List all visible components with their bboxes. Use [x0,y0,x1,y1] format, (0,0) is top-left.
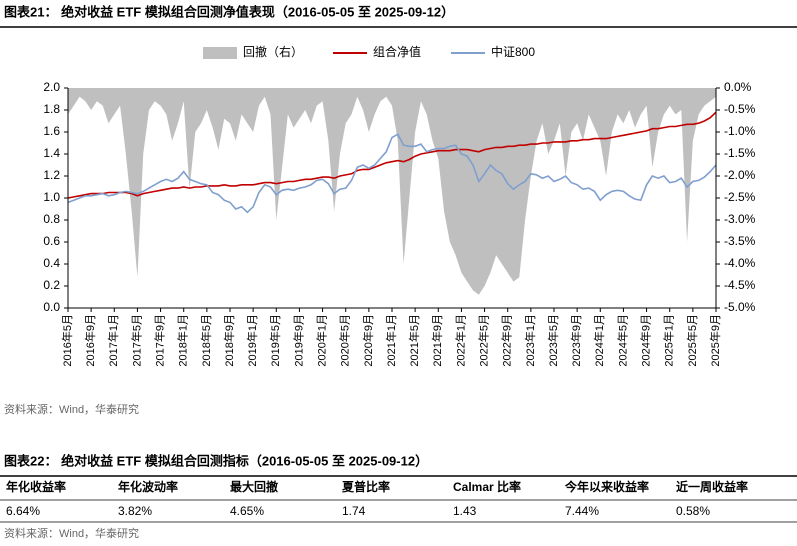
x-tick-label: 2017年5月 [129,314,143,367]
x-tick-label: 2019年9月 [291,314,305,367]
y-tick-label: 1.4 [43,146,60,160]
y-tick-label: 1.6 [43,124,60,138]
y-tick-label: 1.8 [43,102,60,116]
source: 资料来源：Wind，华泰研究 [4,402,139,416]
x-tick-label: 2021年5月 [407,314,421,367]
y2-tick-label: -2.5% [724,190,756,204]
table-cell: 7.44% [565,504,599,518]
legend-swatch [203,47,237,59]
drawdown-area [68,88,716,295]
y2-tick-label: -3.0% [724,212,756,226]
y-tick-label: 0.0 [43,300,60,314]
y-tick-label: 0.2 [43,278,60,292]
legend-label: 中证800 [491,44,535,59]
x-tick-label: 2016年9月 [83,314,97,367]
table-header: 年化收益率 [6,479,66,494]
x-tick-label: 2024年5月 [615,314,629,367]
x-tick-label: 2020年1月 [314,314,328,367]
y2-tick-label: -2.0% [724,168,756,182]
x-tick-label: 2025年5月 [685,314,699,367]
table-title: 图表22： 绝对收益 ETF 模拟组合回测指标（2016-05-05 至 202… [4,453,428,468]
series-line [67,111,717,199]
x-tick-label: 2023年5月 [546,314,560,367]
y-tick-label: 0.6 [43,234,60,248]
x-tick-label: 2017年9月 [152,314,166,367]
y2-tick-label: -4.5% [724,278,756,292]
legend-label: 组合净值 [373,44,421,59]
table-cell: 4.65% [230,504,264,518]
table-cell: 1.43 [453,504,477,518]
x-tick-label: 2018年1月 [176,314,190,367]
y-tick-label: 0.4 [43,256,60,270]
x-tick-label: 2020年5月 [338,314,352,367]
x-tick-label: 2022年1月 [453,314,467,367]
y-tick-label: 2.0 [43,80,60,94]
table-source: 资料来源：Wind，华泰研究 [4,526,139,540]
x-tick-label: 2016年5月 [60,314,74,367]
y2-tick-label: -1.5% [724,146,756,160]
y2-tick-label: -3.5% [724,234,756,248]
x-tick-label: 2019年1月 [245,314,259,367]
y2-tick-label: -5.0% [724,300,756,314]
legend-label: 回撤（右） [243,44,303,59]
table-header: 最大回撤 [230,479,278,494]
y2-tick-label: -4.0% [724,256,756,270]
table-header: 夏普比率 [342,479,390,494]
table-header: 近一周收益率 [676,479,748,494]
series-line [67,133,717,214]
y2-tick-label: -1.0% [724,124,756,138]
figure-title: 图表21： 绝对收益 ETF 模拟组合回测净值表现（2016-05-05 至 2… [4,4,454,19]
table-cell: 3.82% [118,504,152,518]
x-tick-label: 2021年1月 [384,314,398,367]
y-tick-label: 1.2 [43,168,60,182]
table-header: 年化波动率 [118,479,178,494]
x-tick-label: 2019年5月 [268,314,282,367]
table-cell: 0.58% [676,504,710,518]
x-tick-label: 2022年9月 [500,314,514,367]
x-tick-label: 2025年9月 [708,314,722,367]
x-tick-label: 2021年9月 [430,314,444,367]
x-tick-label: 2023年1月 [523,314,537,367]
x-tick-label: 2018年9月 [222,314,236,367]
y-tick-label: 1.0 [43,190,60,204]
x-tick-label: 2024年9月 [638,314,652,367]
x-tick-label: 2025年1月 [662,314,676,367]
y2-tick-label: -0.5% [724,102,756,116]
y-tick-label: 0.8 [43,212,60,226]
x-tick-label: 2023年9月 [569,314,583,367]
table-cell: 6.64% [6,504,40,518]
x-tick-label: 2017年1月 [106,314,120,367]
table-cell: 1.74 [342,504,366,518]
x-tick-label: 2018年5月 [199,314,213,367]
x-tick-label: 2022年5月 [476,314,490,367]
x-tick-label: 2024年1月 [592,314,606,367]
table-header: 今年以来收益率 [564,479,649,494]
y2-tick-label: 0.0% [724,80,752,94]
x-tick-label: 2020年9月 [361,314,375,367]
table-header: Calmar 比率 [453,479,521,494]
